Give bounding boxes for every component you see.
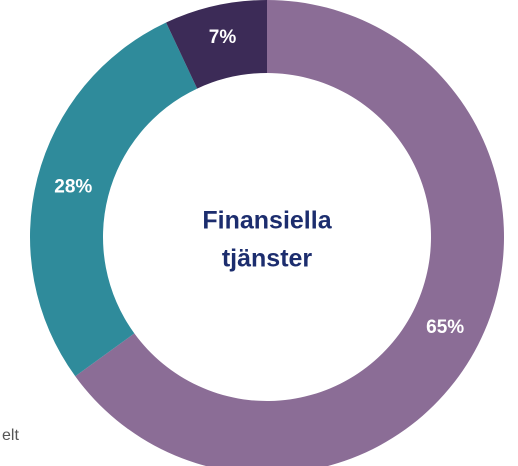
data-label: 28% bbox=[54, 176, 92, 197]
donut-segment bbox=[166, 0, 267, 89]
data-label: 65% bbox=[426, 317, 464, 338]
center-title: tjänster bbox=[222, 245, 313, 273]
donut-segment bbox=[29, 22, 198, 377]
data-label: 7% bbox=[209, 27, 237, 48]
caption: elt bbox=[2, 427, 19, 444]
center-title: Finansiella bbox=[202, 207, 332, 235]
donut-segment bbox=[75, 0, 504, 466]
